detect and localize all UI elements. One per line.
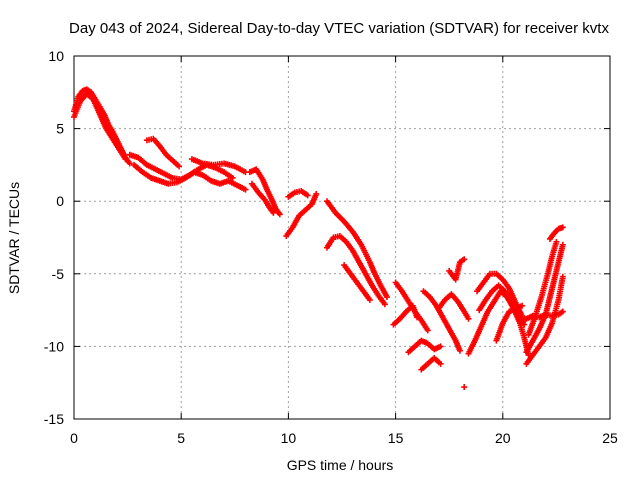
y-tick-label: -5 — [52, 266, 65, 282]
y-tick-label: 10 — [48, 48, 64, 64]
series-arc-11 — [323, 198, 391, 301]
data-point — [437, 360, 444, 367]
x-tick-label: 15 — [388, 430, 404, 446]
data-points — [71, 86, 566, 391]
data-point — [366, 296, 373, 303]
data-point — [414, 314, 421, 321]
series-arc-17 — [418, 355, 444, 373]
data-point — [270, 209, 277, 216]
data-point — [553, 238, 560, 245]
y-tick-label: 0 — [56, 193, 64, 209]
series-arc-27 — [523, 273, 566, 367]
series-arc-5 — [143, 135, 183, 170]
series-arc-25 — [493, 302, 526, 344]
series-arc-20 — [446, 256, 468, 283]
series-arc-15 — [390, 302, 421, 328]
x-axis-label: GPS time / hours — [287, 457, 394, 473]
chart-title: Day 043 of 2024, Sidereal Day-to-day VTE… — [69, 20, 609, 37]
series-arc-6 — [188, 156, 249, 176]
series-arc-28 — [523, 241, 566, 356]
data-point — [126, 160, 133, 167]
data-point — [229, 174, 236, 181]
plot-frame — [73, 55, 611, 420]
data-point — [437, 343, 444, 350]
series-arc-19 — [435, 291, 472, 322]
x-tick-label: 25 — [602, 430, 618, 446]
x-tick-label: 10 — [281, 430, 297, 446]
series-arc-29 — [525, 238, 560, 338]
x-tick-label: 0 — [70, 430, 78, 446]
series-arc-9 — [283, 190, 320, 240]
data-point — [461, 384, 468, 391]
series-arc-12 — [323, 233, 388, 308]
series-arc-13 — [341, 262, 373, 303]
series-arc-7 — [246, 166, 283, 218]
x-tick-label: 20 — [495, 430, 511, 446]
data-point — [461, 256, 468, 263]
series-arc-8 — [248, 180, 277, 216]
series-arc-21 — [461, 384, 468, 391]
data-point — [313, 190, 320, 197]
data-point — [242, 186, 249, 193]
y-tick-label: -10 — [44, 338, 64, 354]
y-tick-label: -15 — [44, 411, 64, 427]
y-axis-label: SDTVAR / TECUs — [6, 182, 22, 294]
data-point — [559, 224, 566, 231]
data-point — [276, 211, 283, 218]
data-point — [456, 347, 463, 354]
data-point — [122, 156, 129, 163]
data-point — [384, 294, 391, 301]
y-tick-label: 5 — [56, 121, 64, 137]
data-point — [381, 301, 388, 308]
data-point — [304, 192, 311, 199]
series-arc-4 — [131, 161, 249, 193]
data-point — [519, 302, 526, 309]
data-point — [424, 327, 431, 334]
data-point — [465, 315, 472, 322]
grid-lines — [74, 56, 610, 419]
series-arc-10 — [285, 188, 311, 200]
series-arc-2 — [71, 90, 129, 163]
series-arc-16 — [405, 337, 444, 356]
data-point — [559, 273, 566, 280]
x-tick-label: 5 — [177, 430, 185, 446]
series-arc-30 — [546, 224, 566, 242]
axis-ticks: 0 5 10 15 20 25 10 5 0 -5 -10 -15 — [44, 48, 618, 446]
data-point — [176, 163, 183, 170]
data-point — [559, 308, 566, 315]
data-point — [559, 241, 566, 248]
